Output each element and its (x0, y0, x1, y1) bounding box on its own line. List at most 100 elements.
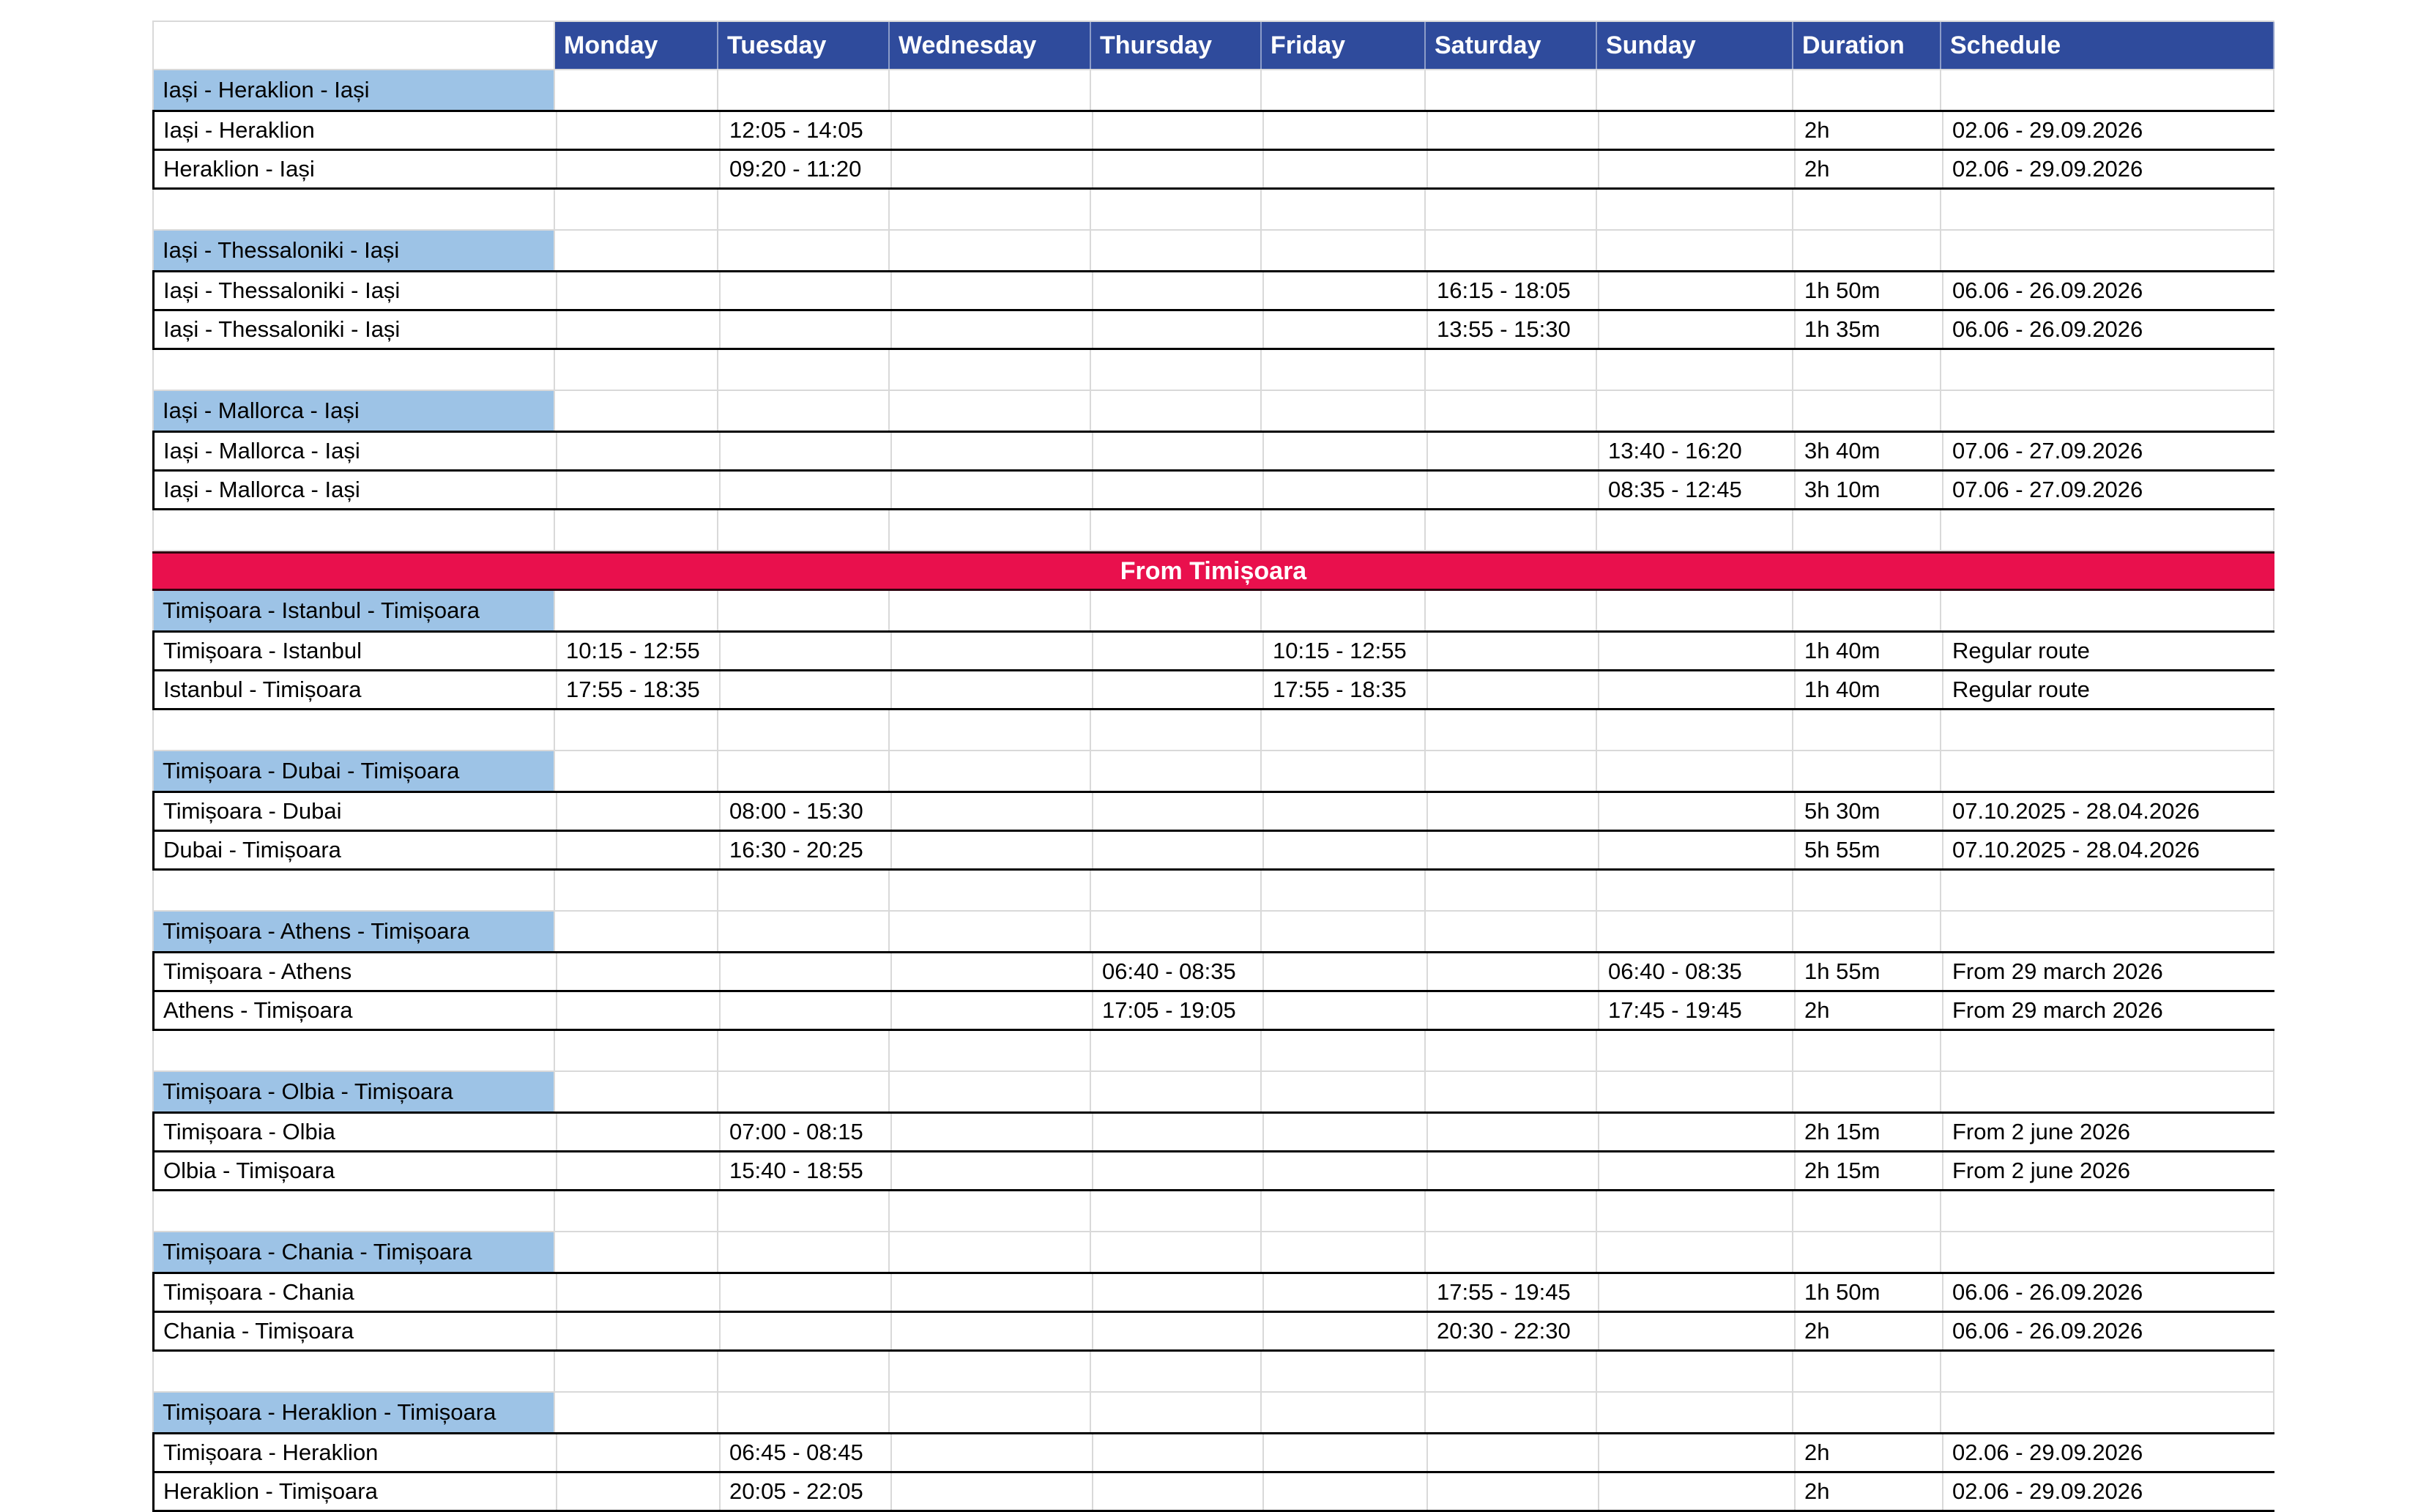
route-group-title-spacer-cell (1426, 391, 1597, 431)
schedule-cell: 06.06 - 26.09.2026 (1943, 311, 2277, 348)
gap-cell (1091, 871, 1262, 910)
empty-time-cell (1428, 472, 1599, 508)
route-group-title-spacer-cell (555, 70, 718, 110)
gap-cell (152, 1031, 555, 1070)
flight-row: Iași - Mallorca - Iași 13:40 - 16:20 3h 40… (155, 433, 2277, 469)
route-group-title-spacer-cell (1091, 1232, 1262, 1272)
gap-cell (890, 1352, 1091, 1391)
route-group-title-spacer-cell (1941, 70, 2274, 110)
time-cell: 15:40 - 18:55 (721, 1152, 892, 1189)
gap-cell (1262, 1031, 1426, 1070)
gap-cell (718, 350, 890, 390)
empty-time-cell (1264, 1274, 1428, 1311)
route-group-title-spacer-cell (1941, 1232, 2274, 1272)
route-group-title-spacer-cell (1793, 591, 1941, 630)
flight-row: Istanbul - Timișoara 17:55 - 18:35 17:55 -… (155, 669, 2277, 708)
duration-cell: 3h 10m (1796, 472, 1943, 508)
duration-cell: 5h 30m (1796, 793, 1943, 830)
gap-cell (1941, 710, 2274, 750)
gap-cell (1091, 510, 1262, 550)
empty-time-cell (1093, 151, 1264, 187)
route-group-title-spacer-cell (1091, 591, 1262, 630)
time-cell: 17:55 - 19:45 (1428, 1274, 1599, 1311)
gap-cell (152, 1352, 555, 1391)
empty-time-cell (892, 1152, 1093, 1189)
empty-time-cell (892, 112, 1093, 149)
day-header-cell: Duration (1793, 22, 1941, 69)
flight-row: Timișoara - Istanbul 10:15 - 12:55 10:15 -… (155, 633, 2277, 669)
empty-time-cell (892, 1114, 1093, 1150)
duration-cell: 2h (1796, 151, 1943, 187)
route-group-title-spacer-cell (890, 751, 1091, 791)
gap-cell (1262, 710, 1426, 750)
gap-cell (1426, 1031, 1597, 1070)
route-group-title-spacer-cell (1426, 231, 1597, 270)
route-group-title-spacer-cell (1091, 1072, 1262, 1111)
empty-time-cell (1093, 1114, 1264, 1150)
gap-cell (1941, 1352, 2274, 1391)
empty-time-cell (721, 992, 892, 1029)
duration-cell: 2h (1796, 112, 1943, 149)
flight-pair-box: Timișoara - Dubai 08:00 - 15:30 5h 30m 07.1… (152, 791, 2277, 871)
route-group-title-spacer-cell (1426, 591, 1597, 630)
empty-time-cell (1264, 992, 1428, 1029)
route-group-title-spacer-cell (1941, 1072, 2274, 1111)
schedule-cell: 06.06 - 26.09.2026 (1943, 1313, 2277, 1349)
route-group-title-spacer-cell (890, 70, 1091, 110)
empty-time-cell (557, 1473, 721, 1510)
time-cell: 10:15 - 12:55 (1264, 633, 1428, 669)
time-cell: 10:15 - 12:55 (557, 633, 721, 669)
gap-cell (1941, 1191, 2274, 1231)
duration-cell: 1h 35m (1796, 311, 1943, 348)
route-cell: Timișoara - Dubai (155, 793, 557, 830)
empty-time-cell (1264, 1152, 1428, 1189)
schedule-cell: 02.06 - 29.09.2026 (1943, 151, 2277, 187)
route-group-title: Timișoara - Heraklion - Timișoara (152, 1393, 555, 1432)
gap-cell (1597, 1352, 1793, 1391)
empty-time-cell (721, 633, 892, 669)
gap-cell (1262, 1352, 1426, 1391)
flight-row: Timișoara - Heraklion 06:45 - 08:45 2h 02.0… (155, 1434, 2277, 1471)
route-group-title-row: Timișoara - Istanbul - Timișoara (152, 591, 2274, 630)
gap-cell (1793, 1352, 1941, 1391)
route-cell: Timișoara - Chania (155, 1274, 557, 1311)
route-group-title-spacer-cell (890, 1232, 1091, 1272)
schedule-cell: 07.10.2025 - 28.04.2026 (1943, 793, 2277, 830)
header-row: Monday Tuesday Wednesday Thursday Friday Satu… (152, 21, 2274, 70)
gap-cell (152, 710, 555, 750)
empty-time-cell (1599, 311, 1796, 348)
route-group-title-spacer-cell (555, 912, 718, 951)
route-group-title-spacer-cell (1426, 1393, 1597, 1432)
route-group-title-spacer-cell (1597, 591, 1793, 630)
empty-time-cell (1093, 633, 1264, 669)
time-cell: 06:40 - 08:35 (1093, 953, 1264, 990)
gap-cell (718, 1031, 890, 1070)
gap-cell (1597, 190, 1793, 229)
empty-time-cell (1428, 671, 1599, 708)
gap-cell (152, 1191, 555, 1231)
flight-pair-box: Iași - Mallorca - Iași 13:40 - 16:20 3h 40… (152, 431, 2277, 510)
flight-row: Heraklion - Iași 09:20 - 11:20 2h 02.06 - 2… (155, 149, 2277, 187)
route-cell: Iași - Mallorca - Iași (155, 472, 557, 508)
time-cell: 07:00 - 08:15 (721, 1114, 892, 1150)
route-group-title-row: Iași - Heraklion - Iași (152, 70, 2274, 110)
flight-row: Timișoara - Athens 06:40 - 08:35 06:40 - 0… (155, 953, 2277, 990)
route-group-title: Timișoara - Dubai - Timișoara (152, 751, 555, 791)
gap-cell (1793, 510, 1941, 550)
empty-time-cell (1428, 1434, 1599, 1471)
route-cell: Heraklion - Iași (155, 151, 557, 187)
empty-time-cell (892, 433, 1093, 469)
gap-row (152, 1352, 2274, 1393)
empty-time-cell (557, 992, 721, 1029)
route-group-title-spacer-cell (1597, 1393, 1793, 1432)
gap-row (152, 510, 2274, 551)
route-cell: Timișoara - Athens (155, 953, 557, 990)
schedule-cell: 07.10.2025 - 28.04.2026 (1943, 832, 2277, 868)
route-group-title-spacer-cell (718, 591, 890, 630)
route-group-title-spacer-cell (1793, 1393, 1941, 1432)
empty-time-cell (1264, 151, 1428, 187)
duration-cell: 1h 50m (1796, 1274, 1943, 1311)
route-group-title-row: Timișoara - Chania - Timișoara (152, 1232, 2274, 1272)
schedule-cell: From 29 march 2026 (1943, 953, 2277, 990)
gap-cell (1091, 190, 1262, 229)
